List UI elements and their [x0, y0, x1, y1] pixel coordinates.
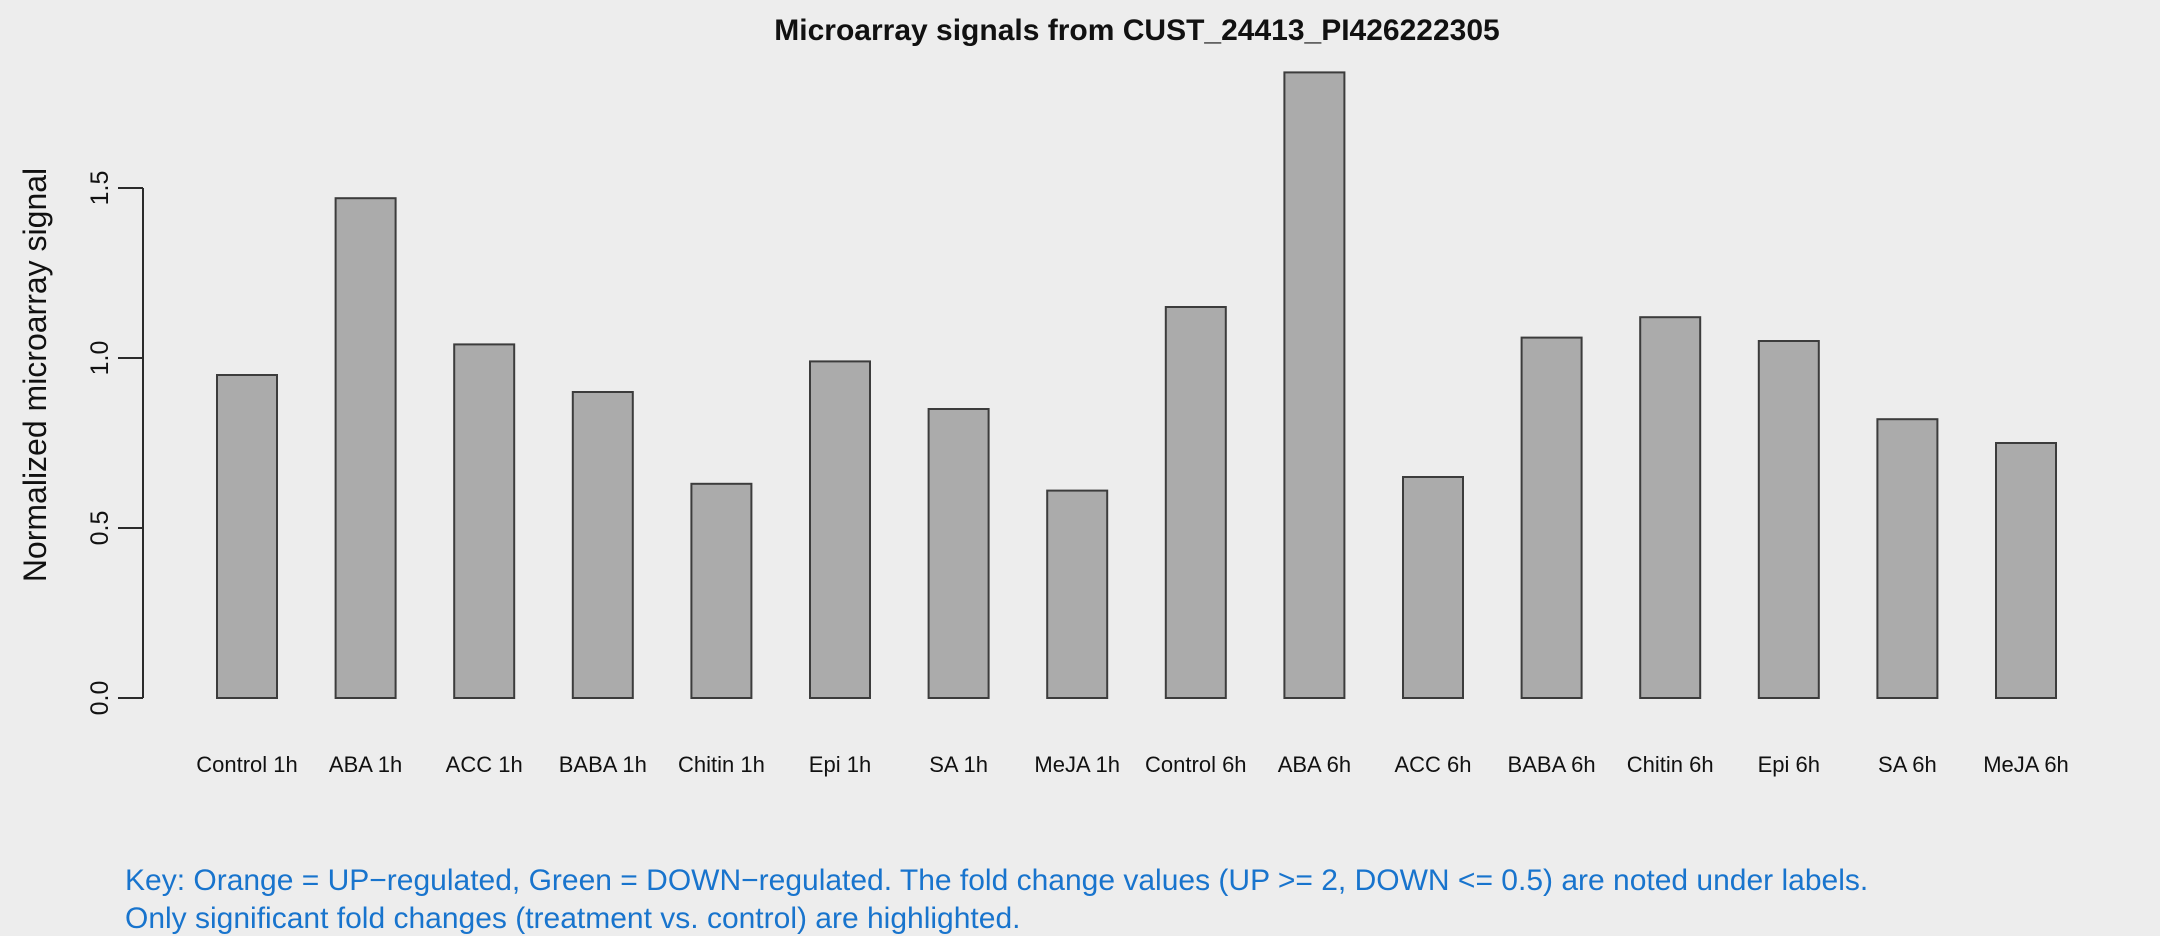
- x-label-epi-6h: Epi 6h: [1758, 752, 1820, 777]
- bar-control-6h: [1164, 306, 1227, 699]
- bar-aba-1h: [334, 197, 397, 699]
- bar-baba-6h: [1520, 336, 1583, 699]
- x-label-chitin-6h: Chitin 6h: [1627, 752, 1714, 777]
- bar-meja-6h: [1995, 442, 2057, 699]
- key-footnote-line1: Key: Orange = UP−regulated, Green = DOWN…: [125, 864, 1868, 897]
- x-label-meja-6h: MeJA 6h: [1983, 752, 2069, 777]
- bar-epi-1h: [809, 360, 871, 699]
- x-label-sa-1h: SA 1h: [929, 752, 988, 777]
- x-label-aba-1h: ABA 1h: [329, 752, 402, 777]
- y-axis-label: Normalized microarray signal: [17, 168, 53, 582]
- y-tick-label-1.5: 1.5: [86, 171, 114, 206]
- x-label-baba-1h: BABA 1h: [559, 752, 647, 777]
- x-label-chitin-1h: Chitin 1h: [678, 752, 765, 777]
- bar-acc-6h: [1402, 476, 1464, 699]
- x-label-epi-1h: Epi 1h: [809, 752, 871, 777]
- bar-aba-6h: [1283, 71, 1346, 699]
- bar-control-1h: [216, 374, 278, 699]
- key-footnote-line2: Only significant fold changes (treatment…: [125, 902, 1020, 935]
- x-label-baba-6h: BABA 6h: [1508, 752, 1596, 777]
- x-label-aba-6h: ABA 6h: [1278, 752, 1351, 777]
- bar-baba-1h: [571, 391, 634, 699]
- x-label-sa-6h: SA 6h: [1878, 752, 1937, 777]
- chart-title: Microarray signals from CUST_24413_PI426…: [774, 14, 1499, 47]
- y-axis: 0.0 0.5 1.0 1.5: [86, 171, 144, 716]
- x-label-control-1h: Control 1h: [196, 752, 298, 777]
- bar-meja-1h: [1046, 489, 1109, 699]
- bar-chitin-6h: [1639, 316, 1702, 699]
- x-axis-labels: Control 1h ABA 1h ACC 1h BABA 1h Chitin 1h Ep…: [196, 752, 2069, 777]
- y-tick-label-1.0: 1.0: [86, 341, 114, 376]
- bar-sa-6h: [1876, 418, 1939, 699]
- bar-chitin-1h: [690, 482, 753, 699]
- x-label-acc-6h: ACC 6h: [1394, 752, 1471, 777]
- x-label-meja-1h: MeJA 1h: [1034, 752, 1120, 777]
- bar-acc-1h: [453, 343, 516, 699]
- x-label-acc-1h: ACC 1h: [446, 752, 523, 777]
- bar-epi-6h: [1757, 340, 1820, 699]
- bars-group: [216, 71, 2057, 699]
- bar-sa-1h: [927, 408, 990, 699]
- x-label-control-6h: Control 6h: [1145, 752, 1247, 777]
- y-tick-label-0.0: 0.0: [86, 681, 114, 716]
- y-tick-label-0.5: 0.5: [86, 511, 114, 546]
